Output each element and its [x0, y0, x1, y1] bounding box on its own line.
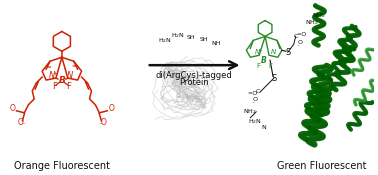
Text: N: N: [67, 71, 73, 80]
Text: F: F: [53, 82, 57, 90]
Text: B: B: [261, 56, 267, 65]
Text: $\mathregular{NH_2}$: $\mathregular{NH_2}$: [313, 11, 326, 20]
Text: O: O: [101, 118, 106, 127]
Text: N: N: [255, 49, 260, 55]
Text: +: +: [53, 71, 57, 76]
Text: N: N: [49, 71, 55, 80]
Text: $\mathregular{H_2N}$: $\mathregular{H_2N}$: [248, 117, 262, 126]
Text: C: C: [256, 89, 260, 94]
Text: $\mathregular{NH_2}$: $\mathregular{NH_2}$: [243, 107, 257, 116]
Text: =: =: [71, 63, 77, 69]
Text: =: =: [45, 64, 51, 70]
Text: NH: NH: [211, 41, 220, 46]
Text: S: S: [271, 74, 277, 83]
Text: =O: =O: [247, 92, 257, 96]
Text: $\mathregular{H_2N}$: $\mathregular{H_2N}$: [171, 31, 185, 40]
Text: =O: =O: [296, 32, 307, 37]
Text: Orange Fluorescent: Orange Fluorescent: [14, 161, 110, 171]
Text: O: O: [108, 104, 114, 113]
Text: N: N: [270, 49, 276, 55]
Text: ⁻: ⁻: [296, 46, 299, 51]
Text: ⁻: ⁻: [22, 123, 25, 129]
Text: O: O: [253, 97, 258, 102]
Text: B: B: [59, 76, 65, 85]
Text: F: F: [66, 82, 71, 90]
Text: $\mathregular{NH_2}$: $\mathregular{NH_2}$: [305, 18, 318, 27]
Text: O: O: [9, 104, 15, 113]
Text: Protein: Protein: [179, 78, 209, 87]
Text: N: N: [262, 125, 266, 130]
Text: $\mathregular{H_2N}$: $\mathregular{H_2N}$: [158, 36, 171, 45]
Text: S: S: [285, 48, 290, 57]
Text: Green Fluorescent: Green Fluorescent: [277, 161, 366, 171]
Text: di(ArgCys)-tagged: di(ArgCys)-tagged: [156, 71, 232, 80]
Text: ⁻: ⁻: [98, 123, 102, 129]
Text: F: F: [256, 63, 260, 69]
Text: O: O: [297, 40, 302, 45]
Text: SH: SH: [187, 35, 195, 40]
Text: F: F: [268, 63, 272, 69]
Text: C: C: [293, 34, 298, 39]
Text: SH: SH: [200, 37, 208, 42]
Text: +: +: [257, 48, 261, 53]
Text: ⁻: ⁻: [252, 102, 255, 107]
Text: O: O: [17, 118, 23, 127]
